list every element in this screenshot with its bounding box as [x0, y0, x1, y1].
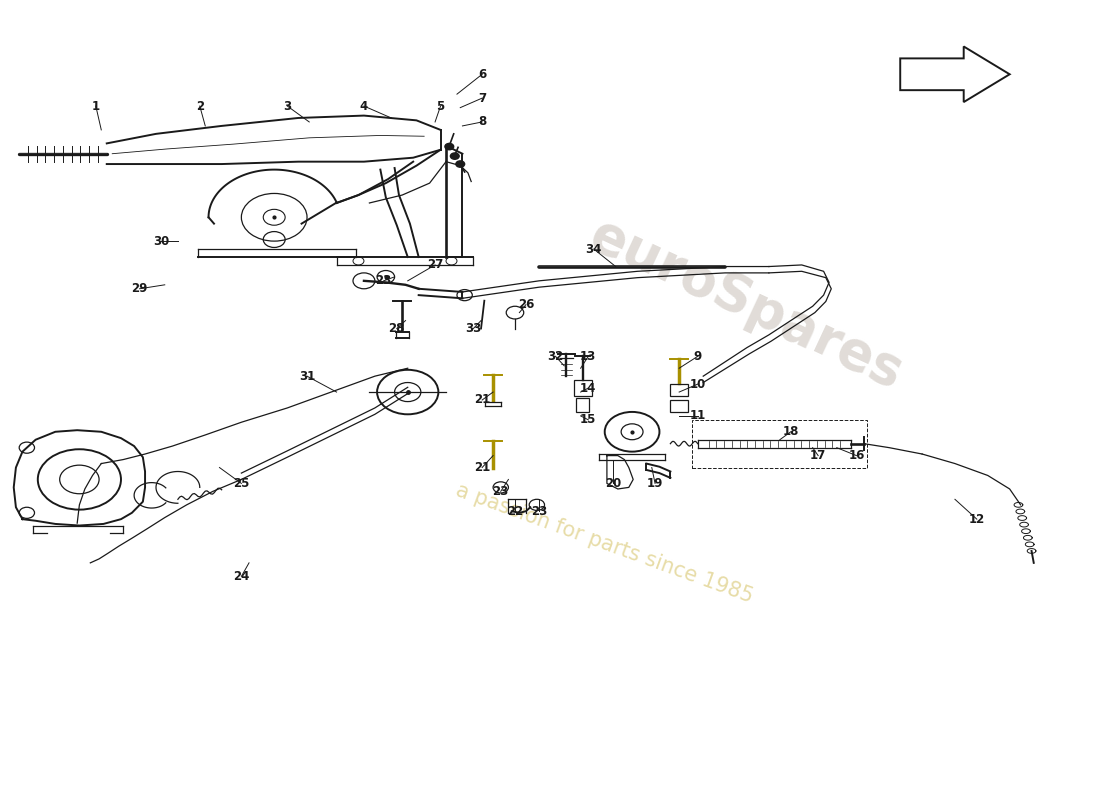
Text: 14: 14	[580, 382, 596, 394]
Text: 7: 7	[478, 92, 486, 105]
Text: 23: 23	[375, 274, 392, 287]
Text: euroSpares: euroSpares	[582, 210, 912, 400]
Text: 25: 25	[233, 477, 250, 490]
Text: 4: 4	[360, 99, 368, 113]
Text: 11: 11	[690, 410, 706, 422]
Text: 32: 32	[548, 350, 563, 363]
Circle shape	[455, 161, 464, 167]
Text: 19: 19	[647, 477, 663, 490]
Text: 6: 6	[478, 68, 486, 81]
Text: 23: 23	[531, 505, 547, 518]
Text: 27: 27	[427, 258, 443, 271]
Text: 9: 9	[694, 350, 702, 363]
Text: 10: 10	[690, 378, 706, 390]
Text: 20: 20	[605, 477, 621, 490]
Text: 5: 5	[437, 99, 444, 113]
Text: 2: 2	[196, 99, 204, 113]
Bar	[574, 380, 592, 396]
Text: 21: 21	[474, 461, 491, 474]
Text: a passion for parts since 1985: a passion for parts since 1985	[453, 480, 756, 606]
Text: 13: 13	[580, 350, 596, 363]
Text: 28: 28	[388, 322, 405, 335]
Text: 16: 16	[848, 449, 865, 462]
Text: 8: 8	[478, 115, 486, 129]
Text: 31: 31	[299, 370, 316, 382]
Text: 17: 17	[810, 449, 826, 462]
Circle shape	[450, 153, 459, 159]
Text: 18: 18	[782, 426, 799, 438]
Text: 21: 21	[474, 394, 491, 406]
Text: 15: 15	[580, 414, 596, 426]
Text: 29: 29	[131, 282, 147, 295]
Bar	[670, 384, 688, 396]
Text: 26: 26	[518, 298, 535, 311]
Text: 30: 30	[153, 234, 169, 248]
Text: 24: 24	[233, 570, 250, 583]
Bar	[576, 398, 590, 412]
Bar	[692, 420, 868, 467]
Text: 33: 33	[465, 322, 482, 335]
Text: 23: 23	[493, 485, 509, 498]
Bar	[670, 400, 688, 412]
Text: 34: 34	[585, 242, 602, 255]
Text: 12: 12	[969, 513, 984, 526]
Text: 22: 22	[507, 505, 524, 518]
Text: 3: 3	[284, 99, 292, 113]
Text: 1: 1	[91, 99, 100, 113]
Circle shape	[444, 143, 453, 150]
